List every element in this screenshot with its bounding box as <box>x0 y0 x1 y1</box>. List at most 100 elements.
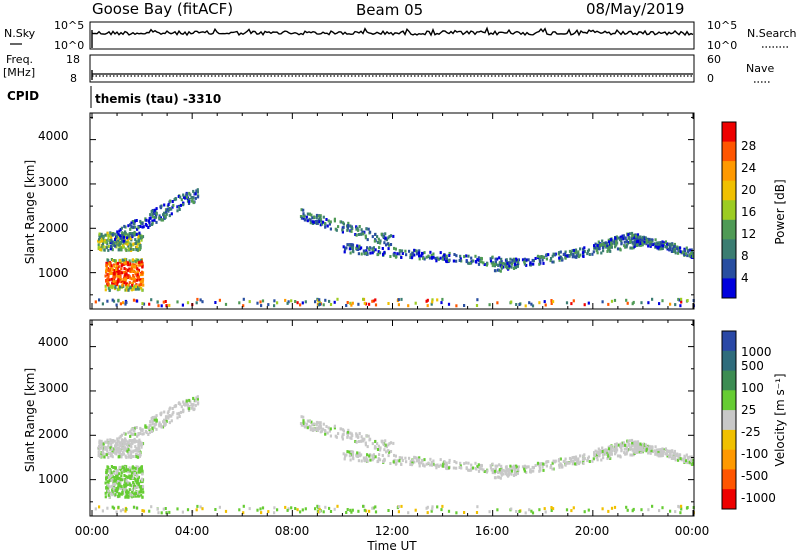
velocity-cell <box>346 431 350 434</box>
power-cell <box>601 300 604 304</box>
power-cell <box>439 256 442 260</box>
power-cell <box>98 240 101 244</box>
velocity-cell <box>119 447 122 451</box>
power-cell <box>123 277 126 281</box>
power-cell <box>149 213 152 217</box>
velocity-cell <box>132 427 135 431</box>
power-cell <box>141 302 144 306</box>
colorbar-swatch <box>722 278 736 299</box>
velocity-cell <box>302 423 305 427</box>
power-cell <box>690 252 693 255</box>
velocity-cell <box>635 450 638 454</box>
power-cell <box>365 249 368 253</box>
velocity-cell <box>112 486 115 490</box>
velocity-cell <box>109 476 112 480</box>
power-cell <box>418 257 421 261</box>
velocity-cell <box>418 456 421 460</box>
power-cell <box>140 262 143 266</box>
power-cell <box>118 229 121 233</box>
power-cell <box>127 241 130 245</box>
power-cell <box>242 304 245 308</box>
power-cell <box>547 253 550 257</box>
power-cell <box>389 234 393 238</box>
velocity-cell <box>350 432 353 436</box>
velocity-cell <box>656 453 659 457</box>
velocity-cell <box>631 448 634 452</box>
power-cell <box>192 196 195 200</box>
velocity-cell <box>167 410 170 414</box>
power-cell <box>378 251 382 255</box>
power-cell <box>107 274 110 278</box>
velocity-cell <box>261 506 265 510</box>
velocity-cell <box>185 399 188 403</box>
power-cell <box>363 301 366 305</box>
power-cell <box>468 261 471 265</box>
velocity-cell <box>500 469 503 473</box>
velocity-cell <box>430 509 433 513</box>
velocity-cell <box>365 434 368 438</box>
velocity-cell <box>118 482 121 486</box>
power-cell <box>669 245 672 249</box>
velocity-cell <box>192 408 195 411</box>
power-cell <box>377 252 380 256</box>
power-cell <box>122 235 125 239</box>
velocity-cell <box>363 508 366 512</box>
colorbar-swatch <box>722 200 736 221</box>
power-cell <box>153 218 156 222</box>
power-cell <box>182 193 185 197</box>
xtick-0800: 08:00 <box>275 524 310 538</box>
velocity-cell <box>109 492 112 496</box>
velocity-cell <box>160 425 163 429</box>
velocity-cell <box>132 449 135 453</box>
power-cell <box>531 304 535 308</box>
velocity-cell <box>601 453 605 456</box>
velocity-cell <box>186 508 190 512</box>
power-cell <box>430 254 433 257</box>
velocity-cell <box>579 460 582 464</box>
velocity-cell <box>151 426 154 430</box>
power-cell <box>138 244 141 248</box>
power-cell <box>392 253 395 257</box>
power-cell <box>141 271 144 275</box>
power-cell <box>624 236 627 240</box>
velocity-cell <box>576 459 580 463</box>
velocity-cell <box>407 511 410 515</box>
velocity-cell <box>593 451 596 455</box>
colorbar-swatch <box>722 350 736 372</box>
velocity-cell <box>167 416 170 420</box>
power-cell <box>502 261 505 265</box>
power-cell <box>640 301 643 305</box>
velocity-cell <box>387 509 390 512</box>
vel-cbar-tick-500: 500 <box>741 359 764 373</box>
velocity-cell <box>181 510 184 514</box>
power-cell <box>514 266 518 270</box>
power-cell <box>685 252 688 256</box>
velocity-cell <box>596 458 599 462</box>
power-cell <box>115 264 119 268</box>
velocity-cell <box>413 455 416 459</box>
velocity-cell <box>371 506 374 510</box>
power-ytick-4000: 4000 <box>38 129 69 143</box>
power-cell <box>137 235 140 239</box>
velocity-cell <box>362 504 365 508</box>
power-cell <box>601 246 605 249</box>
power-cell <box>100 239 103 243</box>
power-cell <box>267 303 270 307</box>
velocity-cell <box>593 453 596 457</box>
velocity-cell <box>132 505 136 509</box>
power-cell <box>405 253 408 257</box>
power-cell <box>510 300 513 304</box>
velocity-cell <box>130 439 133 443</box>
power-cell <box>133 220 136 224</box>
velocity-cell <box>192 403 195 407</box>
velocity-cell <box>472 466 475 470</box>
power-cell <box>108 234 111 238</box>
power-cell <box>180 198 183 202</box>
velocity-cell <box>113 466 116 469</box>
power-cell <box>577 255 581 259</box>
velocity-cell <box>141 495 144 499</box>
velocity-cell <box>138 485 141 489</box>
power-cell <box>260 304 263 308</box>
power-cell <box>130 243 133 247</box>
